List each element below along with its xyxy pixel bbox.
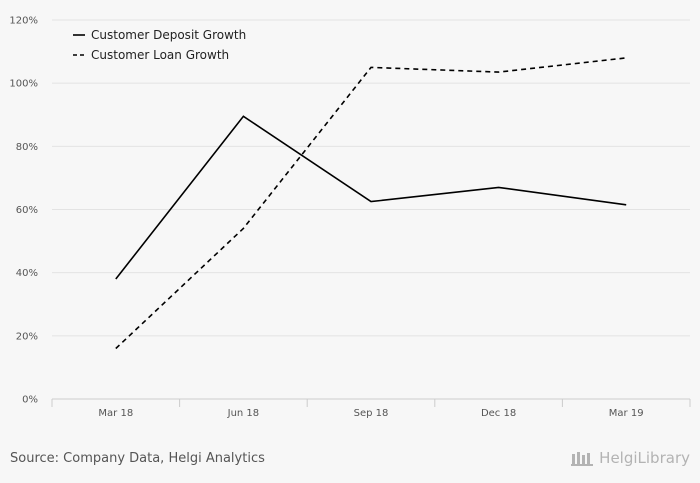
y-tick-label: 40%	[16, 268, 38, 279]
y-tick-label: 80%	[16, 142, 38, 153]
data-point	[370, 201, 372, 203]
data-point	[498, 71, 500, 73]
y-axis: 0% 20% 40% 60% 80% 100% 120%	[9, 16, 38, 406]
y-tick-label: 0%	[22, 395, 38, 406]
y-tick-label: 60%	[16, 205, 38, 216]
x-tick-label: Mar 18	[98, 408, 133, 419]
source-note: Source: Company Data, Helgi Analytics	[10, 451, 265, 466]
grid-lines	[52, 19, 690, 337]
data-point	[370, 67, 372, 69]
x-tick-label: Jun 18	[227, 408, 260, 419]
data-point	[498, 187, 500, 189]
brand-logo: HelgiLibrary	[571, 449, 690, 467]
x-tick-label: Sep 18	[354, 408, 389, 419]
series-line-1	[115, 57, 627, 350]
data-point	[243, 116, 245, 118]
library-icon	[571, 452, 594, 466]
brand-name: HelgiLibrary	[599, 449, 690, 467]
legend: Customer Deposit Growth Customer Loan Gro…	[73, 28, 246, 62]
y-tick-label: 20%	[16, 331, 38, 342]
data-point	[625, 204, 627, 206]
x-axis: Mar 18 Jun 18 Sep 18 Dec 18 Mar 19	[51, 398, 691, 419]
data-point	[115, 278, 117, 280]
legend-label: Customer Deposit Growth	[91, 28, 246, 42]
data-point	[625, 57, 627, 59]
series-lines	[115, 57, 627, 350]
series-line-0	[115, 115, 627, 280]
legend-label: Customer Loan Growth	[91, 48, 229, 62]
x-tick-label: Mar 19	[609, 408, 644, 419]
data-point	[243, 228, 245, 230]
data-point	[115, 348, 117, 350]
y-tick-label: 120%	[9, 16, 38, 27]
x-tick-label: Dec 18	[481, 408, 516, 419]
y-tick-label: 100%	[9, 79, 38, 90]
